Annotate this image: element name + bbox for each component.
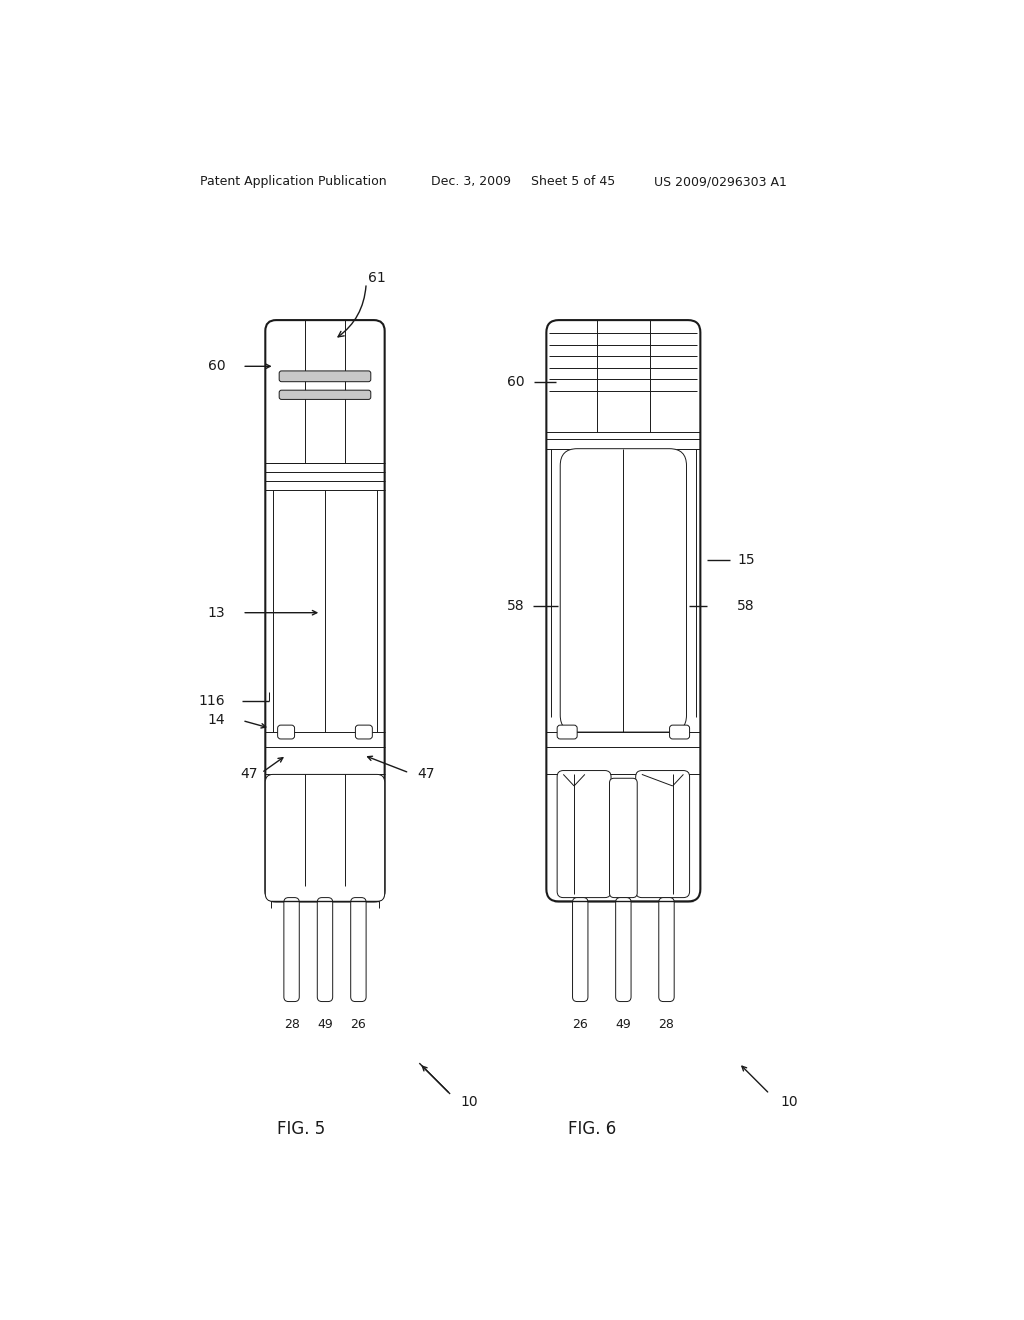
Text: 28: 28 (284, 1019, 299, 1031)
FancyBboxPatch shape (355, 725, 373, 739)
FancyBboxPatch shape (265, 775, 385, 902)
FancyBboxPatch shape (560, 449, 686, 733)
Text: 10: 10 (780, 1094, 798, 1109)
Text: 10: 10 (461, 1094, 478, 1109)
FancyBboxPatch shape (615, 898, 631, 1002)
Text: 49: 49 (317, 1019, 333, 1031)
Text: 26: 26 (572, 1019, 588, 1031)
Text: 15: 15 (737, 553, 755, 566)
FancyBboxPatch shape (658, 898, 674, 1002)
Text: US 2009/0296303 A1: US 2009/0296303 A1 (654, 176, 787, 187)
Text: 47: 47 (240, 767, 258, 781)
Text: 58: 58 (507, 599, 524, 612)
Text: 58: 58 (737, 599, 755, 612)
Text: 60: 60 (507, 375, 524, 388)
Text: 47: 47 (417, 767, 434, 781)
FancyBboxPatch shape (609, 779, 637, 898)
FancyBboxPatch shape (547, 321, 700, 902)
FancyBboxPatch shape (557, 725, 578, 739)
Text: Dec. 3, 2009: Dec. 3, 2009 (431, 176, 511, 187)
FancyBboxPatch shape (280, 371, 371, 381)
FancyBboxPatch shape (636, 771, 689, 898)
Text: Patent Application Publication: Patent Application Publication (200, 176, 386, 187)
Text: 116: 116 (199, 694, 225, 709)
Text: 60: 60 (208, 359, 225, 374)
Text: 49: 49 (615, 1019, 631, 1031)
FancyBboxPatch shape (265, 321, 385, 902)
Text: FIG. 6: FIG. 6 (568, 1119, 616, 1138)
Text: 28: 28 (658, 1019, 675, 1031)
Text: FIG. 5: FIG. 5 (276, 1119, 326, 1138)
FancyBboxPatch shape (317, 898, 333, 1002)
Text: 13: 13 (208, 606, 225, 619)
Text: Sheet 5 of 45: Sheet 5 of 45 (531, 176, 615, 187)
FancyBboxPatch shape (572, 898, 588, 1002)
Text: 26: 26 (350, 1019, 367, 1031)
FancyBboxPatch shape (557, 771, 611, 898)
FancyBboxPatch shape (280, 391, 371, 400)
FancyBboxPatch shape (278, 725, 295, 739)
Text: 14: 14 (208, 714, 225, 727)
FancyBboxPatch shape (670, 725, 689, 739)
FancyBboxPatch shape (284, 898, 299, 1002)
Text: 61: 61 (368, 271, 385, 285)
FancyBboxPatch shape (350, 898, 367, 1002)
